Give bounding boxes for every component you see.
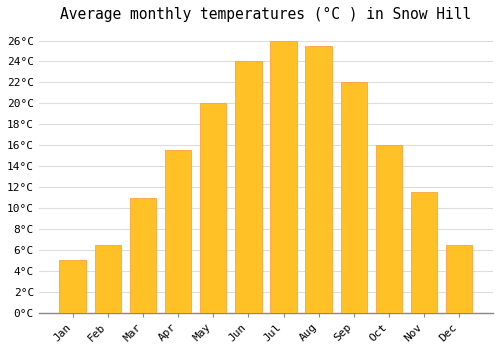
- Bar: [411, 192, 438, 313]
- Bar: [376, 145, 402, 313]
- Bar: [446, 245, 472, 313]
- Bar: [306, 46, 332, 313]
- Bar: [94, 245, 121, 313]
- Title: Average monthly temperatures (°C ) in Snow Hill: Average monthly temperatures (°C ) in Sn…: [60, 7, 472, 22]
- Bar: [270, 41, 296, 313]
- Bar: [60, 260, 86, 313]
- Bar: [200, 103, 226, 313]
- Bar: [130, 197, 156, 313]
- Bar: [165, 150, 191, 313]
- Bar: [340, 82, 367, 313]
- Bar: [235, 62, 262, 313]
